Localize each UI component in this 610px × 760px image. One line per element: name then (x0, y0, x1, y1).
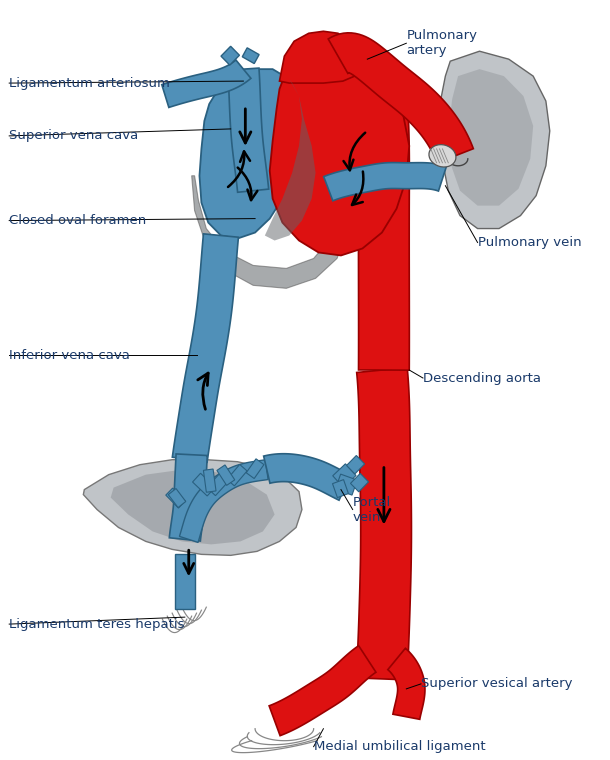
Polygon shape (388, 648, 425, 719)
Polygon shape (207, 473, 228, 496)
Polygon shape (279, 31, 357, 83)
Polygon shape (265, 79, 315, 240)
Text: Pulmonary
artery: Pulmonary artery (406, 29, 478, 57)
Polygon shape (173, 234, 239, 462)
Polygon shape (324, 163, 447, 201)
Text: Superior vena cava: Superior vena cava (9, 129, 138, 142)
Text: Ligamentum arteriosum: Ligamentum arteriosum (9, 77, 170, 90)
Polygon shape (221, 46, 240, 65)
Polygon shape (346, 455, 365, 474)
Text: Pulmonary vein: Pulmonary vein (478, 236, 581, 249)
Polygon shape (175, 554, 195, 610)
Polygon shape (270, 56, 409, 255)
Ellipse shape (429, 144, 456, 167)
Polygon shape (193, 473, 215, 496)
Polygon shape (448, 69, 533, 206)
Polygon shape (328, 33, 473, 163)
Polygon shape (192, 176, 348, 288)
Polygon shape (84, 460, 302, 556)
Polygon shape (351, 473, 368, 492)
Polygon shape (199, 69, 302, 239)
Text: Inferior vena cava: Inferior vena cava (9, 349, 130, 362)
Polygon shape (110, 470, 274, 544)
Polygon shape (336, 474, 357, 495)
Polygon shape (242, 48, 259, 64)
Polygon shape (162, 60, 251, 107)
Polygon shape (170, 454, 207, 541)
Text: Closed oval foramen: Closed oval foramen (9, 214, 146, 227)
Text: Superior vesical artery: Superior vesical artery (421, 677, 572, 690)
Text: Portal
vein: Portal vein (353, 496, 391, 524)
Polygon shape (168, 489, 186, 508)
Polygon shape (179, 460, 268, 543)
Polygon shape (357, 368, 412, 680)
Text: Descending aorta: Descending aorta (423, 372, 541, 385)
Polygon shape (246, 459, 264, 479)
Polygon shape (332, 480, 348, 498)
Polygon shape (264, 454, 351, 500)
Text: Medial umbilical ligament: Medial umbilical ligament (314, 740, 486, 753)
Polygon shape (332, 464, 356, 487)
Polygon shape (217, 465, 235, 486)
Polygon shape (203, 469, 216, 492)
Polygon shape (228, 68, 268, 192)
Polygon shape (440, 51, 550, 229)
Text: Ligamentum teres hepatis: Ligamentum teres hepatis (9, 618, 185, 631)
Polygon shape (269, 646, 376, 736)
Polygon shape (166, 488, 185, 508)
Polygon shape (357, 99, 409, 370)
Polygon shape (227, 464, 247, 486)
